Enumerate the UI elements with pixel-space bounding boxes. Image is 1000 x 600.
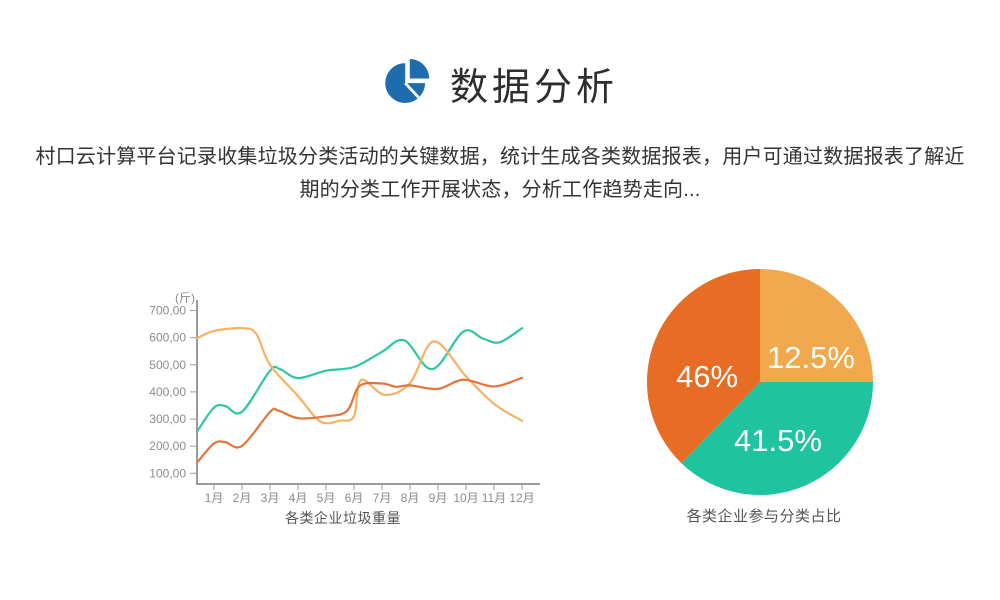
page-title: 数据分析	[449, 67, 618, 109]
series-dark-orange-line	[196, 376, 524, 464]
line-chart-axes	[196, 300, 540, 485]
pie-chart-icon	[385, 58, 430, 103]
description-line-1: 村口云计算平台记录收集垃圾分类活动的关键数据，统计生成各类数据报表，用户可通过数…	[35, 146, 965, 168]
x-axis-tick-label: 2月	[233, 491, 252, 505]
pie-slice-12.5%	[760, 269, 873, 382]
y-axis-tick-label: 700,00	[149, 304, 186, 318]
icon-notch	[404, 81, 420, 98]
x-axis-tick-label: 6月	[345, 491, 364, 505]
description-line-2: 期的分类工作开展状态，分析工作趋势走向...	[299, 179, 701, 201]
line-chart-caption: 各类企业垃圾重量	[285, 510, 401, 526]
y-axis-unit-label: (斤)	[175, 291, 195, 305]
x-axis-tick-label: 8月	[401, 491, 420, 505]
series-teal-line	[196, 327, 524, 433]
y-axis-tick-label: 300,00	[149, 412, 186, 426]
pie-chart-caption: 各类企业参与分类占比	[686, 508, 842, 525]
x-axis-tick-label: 5月	[317, 491, 336, 505]
x-axis-tick-label: 9月	[429, 491, 448, 505]
y-axis-tick-label: 100,00	[149, 466, 186, 480]
pie-slice-label: 41.5%	[734, 423, 822, 458]
y-axis-tick-label: 200,00	[149, 439, 186, 453]
pie-slice-label: 12.5%	[767, 340, 855, 375]
x-axis-tick-label: 12月	[509, 491, 534, 505]
pie-slice-label: 46%	[676, 359, 738, 394]
x-axis-tick-label: 3月	[261, 491, 280, 505]
y-axis-tick-label: 400,00	[149, 385, 186, 399]
icon-detached-slice	[409, 58, 430, 78]
pie-slice-46%	[646, 269, 760, 464]
pie-slice-41.5%	[681, 382, 873, 496]
x-axis-tick-label: 11月	[482, 491, 506, 505]
x-axis-tick-label: 4月	[289, 491, 308, 505]
header: 数据分析	[0, 56, 1000, 111]
y-axis-tick-label: 600,00	[149, 331, 186, 345]
y-axis-tick-label: 500,00	[149, 358, 186, 372]
x-axis-tick-label: 10月	[453, 491, 478, 505]
x-axis-tick-label: 1月	[205, 491, 224, 505]
series-light-orange-line	[196, 327, 524, 425]
x-axis-tick-label: 7月	[373, 491, 392, 505]
